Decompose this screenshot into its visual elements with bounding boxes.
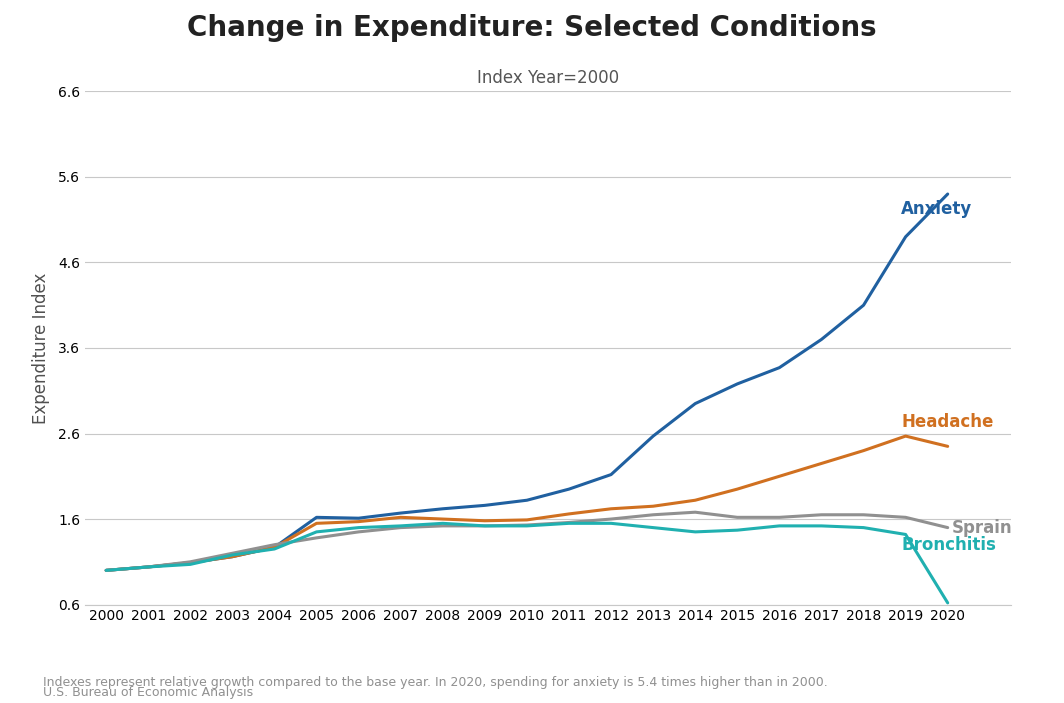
Text: U.S. Bureau of Economic Analysis: U.S. Bureau of Economic Analysis xyxy=(43,687,252,699)
Text: Headache: Headache xyxy=(901,413,994,432)
Title: Index Year=2000: Index Year=2000 xyxy=(477,69,619,87)
Text: Indexes represent relative growth compared to the base year. In 2020, spending f: Indexes represent relative growth compar… xyxy=(43,676,828,689)
Text: Change in Expenditure: Selected Conditions: Change in Expenditure: Selected Conditio… xyxy=(187,14,877,42)
Y-axis label: Expenditure Index: Expenditure Index xyxy=(32,272,50,424)
Text: Anxiety: Anxiety xyxy=(901,200,972,219)
Text: Sprain: Sprain xyxy=(952,519,1013,536)
Text: Bronchitis: Bronchitis xyxy=(901,536,996,554)
